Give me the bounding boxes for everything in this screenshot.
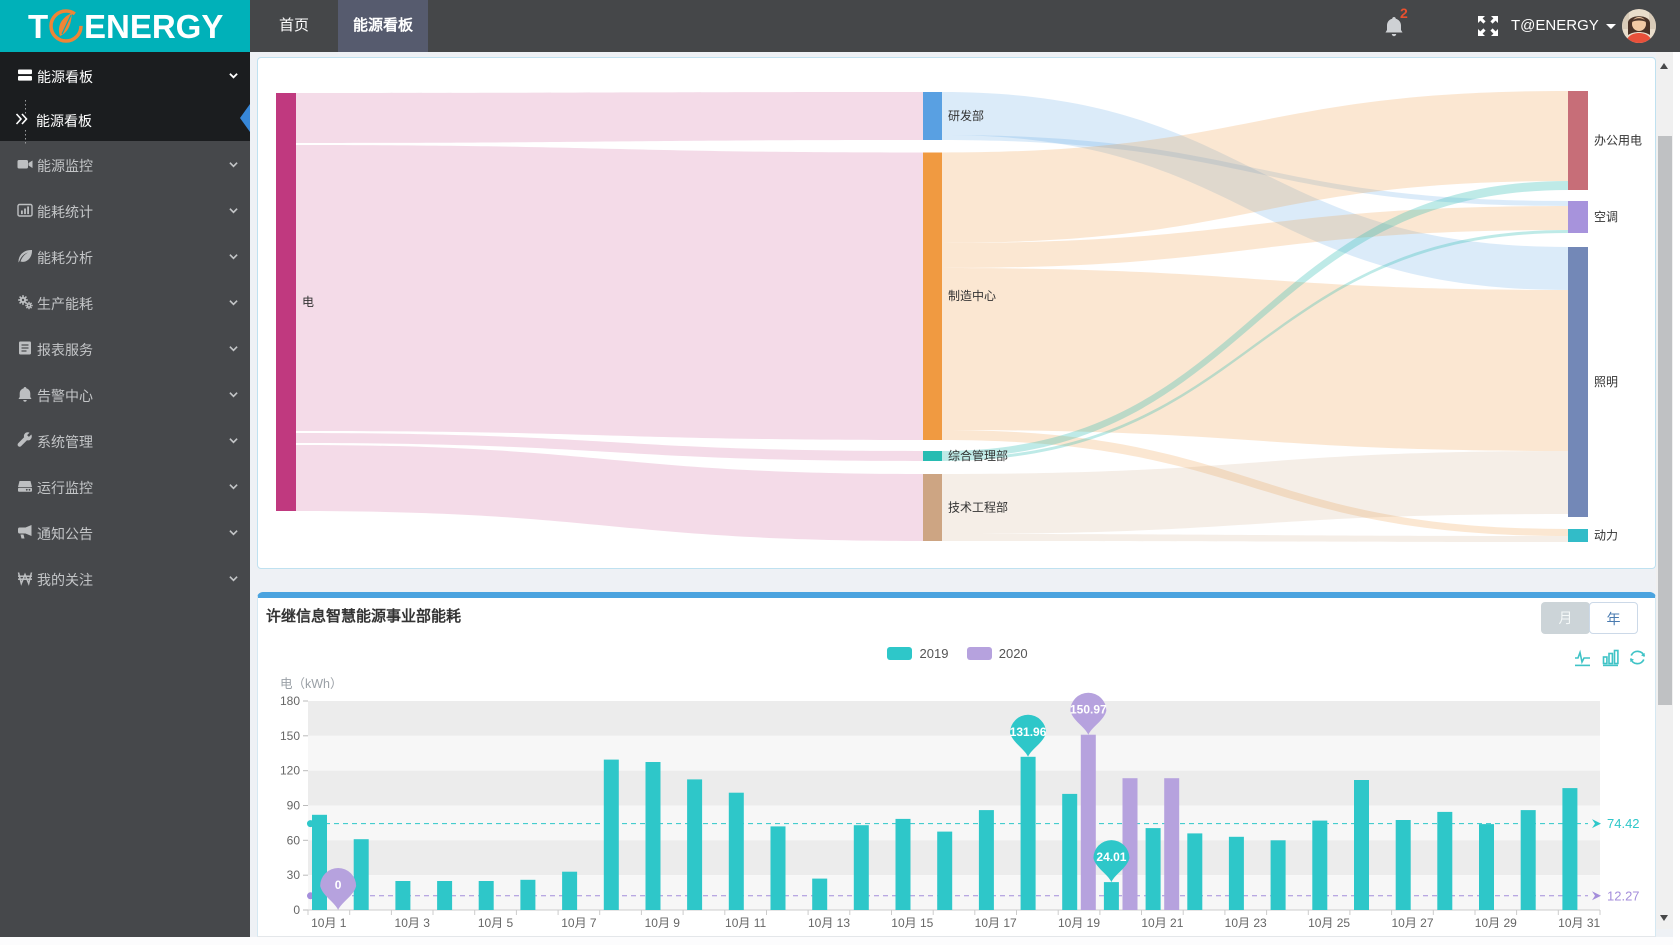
- svg-text:照明: 照明: [1594, 375, 1618, 389]
- svg-text:电: 电: [302, 295, 314, 309]
- svg-text:12.27: 12.27: [1607, 888, 1640, 903]
- svg-text:10月 15: 10月 15: [891, 916, 933, 930]
- svg-text:90: 90: [287, 799, 301, 813]
- svg-text:0: 0: [335, 878, 342, 892]
- svg-text:动力: 动力: [1594, 529, 1618, 543]
- svg-text:150: 150: [280, 729, 300, 743]
- svg-text:0: 0: [293, 903, 300, 917]
- svg-text:10月 11: 10月 11: [725, 916, 766, 930]
- svg-text:24.01: 24.01: [1096, 850, 1126, 864]
- svg-text:10月 9: 10月 9: [645, 916, 681, 930]
- svg-text:74.42: 74.42: [1607, 816, 1640, 831]
- svg-text:T: T: [28, 8, 48, 45]
- svg-text:10月 17: 10月 17: [975, 916, 1017, 930]
- svg-text:制造中心: 制造中心: [948, 288, 996, 303]
- svg-text:120: 120: [280, 764, 300, 778]
- svg-text:10月 13: 10月 13: [808, 916, 850, 930]
- svg-text:10月 23: 10月 23: [1225, 916, 1267, 930]
- svg-text:131.96: 131.96: [1010, 725, 1047, 739]
- svg-text:综合管理部: 综合管理部: [948, 448, 1008, 463]
- svg-text:180: 180: [280, 694, 300, 708]
- svg-text:ENERGY: ENERGY: [84, 8, 223, 45]
- svg-text:10月 21: 10月 21: [1141, 916, 1183, 930]
- svg-text:10月 5: 10月 5: [478, 916, 514, 930]
- svg-text:技术工程部: 技术工程部: [948, 500, 1008, 515]
- svg-text:研发部: 研发部: [948, 108, 984, 123]
- svg-text:10月 29: 10月 29: [1475, 916, 1517, 930]
- svg-text:10月 3: 10月 3: [395, 916, 431, 930]
- svg-text:10月 27: 10月 27: [1391, 916, 1433, 930]
- svg-text:30: 30: [287, 868, 301, 882]
- svg-text:10月 7: 10月 7: [561, 916, 597, 930]
- svg-text:10月 25: 10月 25: [1308, 916, 1350, 930]
- svg-text:办公用电: 办公用电: [1594, 133, 1642, 148]
- svg-text:150.97: 150.97: [1070, 703, 1107, 717]
- svg-text:空调: 空调: [1594, 210, 1618, 224]
- svg-text:60: 60: [287, 833, 301, 847]
- svg-text:10月 1: 10月 1: [311, 916, 347, 930]
- svg-text:10月 31: 10月 31: [1558, 916, 1600, 930]
- svg-text:10月 19: 10月 19: [1058, 916, 1100, 930]
